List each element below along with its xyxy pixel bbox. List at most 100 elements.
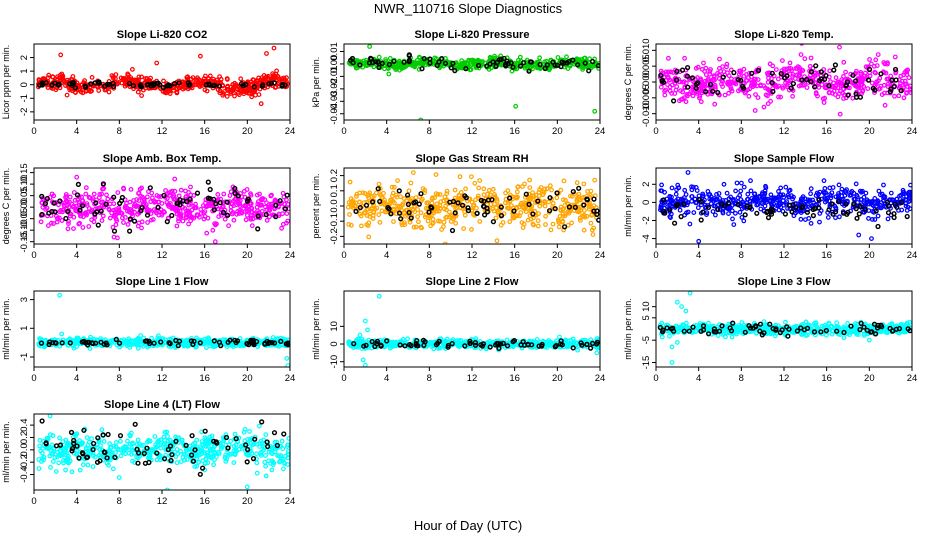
point [537, 55, 542, 61]
black-point [447, 199, 453, 205]
black-point [225, 339, 231, 345]
point [665, 82, 670, 87]
point [131, 198, 137, 203]
black-point [526, 201, 532, 207]
point [38, 219, 44, 225]
point [677, 98, 682, 104]
point [205, 215, 211, 221]
point [193, 205, 199, 211]
point [469, 174, 474, 180]
x-tick-label: 20 [552, 126, 563, 137]
point [665, 74, 671, 80]
point [251, 89, 257, 95]
point [76, 221, 82, 227]
black-point [186, 82, 192, 88]
point [224, 93, 230, 99]
point [671, 78, 677, 84]
point [454, 205, 460, 211]
point [359, 223, 364, 229]
point [231, 217, 237, 223]
point [370, 216, 376, 221]
point [587, 56, 592, 62]
point [807, 63, 813, 69]
point [382, 66, 387, 72]
black-point [498, 204, 504, 210]
black-point [104, 342, 110, 348]
y-tick-label: -2 [641, 216, 652, 224]
black-point [689, 75, 696, 81]
point [842, 192, 848, 198]
black-point [442, 60, 449, 66]
black-point [789, 209, 795, 215]
data-points [36, 45, 290, 107]
y-tick-label: -2 [19, 108, 30, 116]
black-point [244, 340, 250, 347]
point [275, 73, 280, 79]
point [84, 203, 90, 208]
point [348, 222, 354, 228]
black-point [216, 83, 222, 89]
point [455, 64, 461, 70]
point [357, 199, 363, 205]
point [701, 193, 706, 199]
black-point [375, 59, 381, 65]
point [805, 207, 810, 213]
point [878, 83, 884, 89]
point [87, 195, 93, 201]
point [558, 187, 564, 193]
point [674, 187, 679, 193]
point [855, 84, 861, 89]
point [389, 197, 395, 203]
point [737, 192, 743, 198]
point [181, 342, 187, 348]
x-tick-label: 24 [595, 250, 606, 261]
x-tick-label: 8 [117, 373, 122, 384]
point [543, 213, 548, 219]
point [783, 184, 789, 190]
point [115, 190, 121, 196]
point [238, 76, 244, 82]
point [755, 202, 761, 207]
point [425, 218, 431, 224]
black-point [857, 94, 863, 100]
black-point [379, 60, 385, 66]
black-point [507, 195, 513, 201]
point [706, 192, 711, 198]
black-point [147, 185, 153, 191]
black-point [810, 213, 816, 219]
point [589, 227, 595, 233]
point [533, 60, 539, 66]
black-point [684, 73, 691, 79]
point [701, 60, 706, 66]
point [527, 177, 532, 183]
point [762, 188, 768, 194]
black-point [401, 59, 407, 65]
black-point [523, 191, 529, 197]
point [54, 219, 60, 225]
point [848, 192, 854, 198]
point [827, 185, 833, 191]
black-point [368, 56, 374, 62]
black-point [843, 201, 849, 207]
point [201, 216, 207, 222]
black-point [770, 88, 776, 95]
point [200, 340, 206, 346]
point [568, 193, 573, 199]
black-point [211, 207, 217, 213]
point [104, 192, 109, 198]
point [229, 201, 235, 207]
point [690, 93, 696, 99]
point [804, 85, 810, 90]
outlier-point [669, 185, 675, 191]
point [59, 71, 65, 77]
point [154, 193, 160, 198]
y-tick-label: 0.10 [19, 175, 30, 194]
point [817, 219, 822, 225]
point [382, 197, 387, 203]
point [198, 210, 204, 216]
black-point [93, 200, 99, 206]
point [280, 221, 286, 227]
data-points [36, 292, 290, 367]
black-point [586, 68, 592, 74]
